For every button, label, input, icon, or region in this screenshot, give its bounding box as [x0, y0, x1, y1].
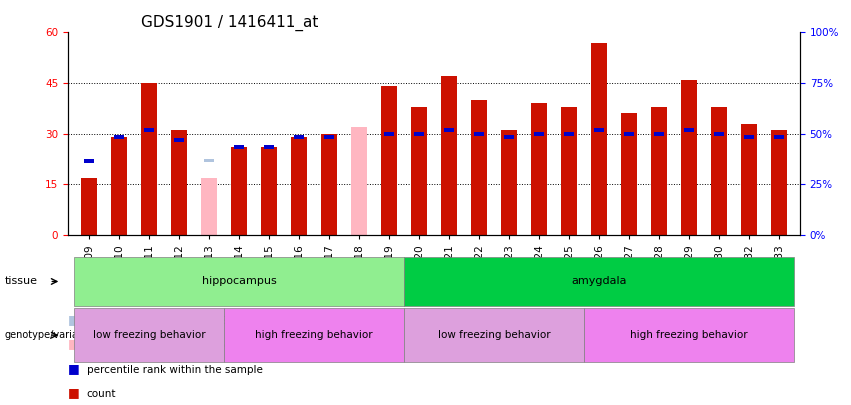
Text: ■: ■	[68, 313, 80, 326]
Bar	[744, 135, 754, 139]
Text: count: count	[87, 389, 117, 399]
Text: genotype/variation: genotype/variation	[4, 330, 97, 340]
Bar	[714, 132, 724, 136]
Bar	[504, 135, 514, 139]
Text: percentile rank within the sample: percentile rank within the sample	[87, 364, 263, 375]
Bar	[561, 107, 577, 235]
Bar	[624, 132, 634, 136]
Bar	[324, 135, 334, 139]
Bar	[474, 132, 484, 136]
Text: ■: ■	[68, 337, 80, 350]
Bar	[414, 132, 424, 136]
Bar	[171, 130, 187, 235]
Bar	[534, 132, 544, 136]
Text: amygdala: amygdala	[571, 277, 626, 286]
Bar	[351, 127, 368, 235]
Bar	[591, 43, 608, 235]
Text: rank, Detection Call = ABSENT: rank, Detection Call = ABSENT	[87, 316, 247, 326]
Text: hippocampus: hippocampus	[202, 277, 277, 286]
Bar	[203, 159, 214, 162]
Bar	[651, 107, 667, 235]
Text: high freezing behavior: high freezing behavior	[255, 330, 373, 340]
Bar	[444, 128, 454, 132]
Text: value, Detection Call = ABSENT: value, Detection Call = ABSENT	[87, 340, 252, 350]
Bar	[380, 86, 397, 235]
Bar	[231, 147, 248, 235]
Bar	[594, 128, 604, 132]
Bar	[291, 137, 307, 235]
Bar	[260, 147, 277, 235]
Text: low freezing behavior: low freezing behavior	[437, 330, 551, 340]
Bar	[711, 107, 728, 235]
Bar	[471, 100, 488, 235]
Bar	[140, 83, 157, 235]
Bar	[681, 80, 697, 235]
Bar	[441, 76, 457, 235]
Text: tissue: tissue	[4, 277, 37, 286]
Text: low freezing behavior: low freezing behavior	[93, 330, 205, 340]
Bar	[81, 177, 97, 235]
Text: ■: ■	[68, 362, 80, 375]
Bar	[264, 145, 274, 149]
Bar	[111, 137, 128, 235]
Bar	[234, 145, 244, 149]
Bar	[500, 130, 517, 235]
Bar	[174, 139, 184, 143]
Bar	[321, 134, 337, 235]
Bar	[114, 135, 124, 139]
Bar	[654, 132, 664, 136]
Text: ■: ■	[68, 386, 80, 399]
Bar	[201, 177, 217, 235]
Bar	[144, 128, 154, 132]
Bar	[384, 132, 394, 136]
Text: high freezing behavior: high freezing behavior	[630, 330, 748, 340]
Bar	[531, 103, 547, 235]
Bar	[564, 132, 574, 136]
Bar	[740, 124, 757, 235]
Bar	[774, 135, 784, 139]
Bar	[84, 159, 94, 163]
Text: GDS1901 / 1416411_at: GDS1901 / 1416411_at	[141, 15, 318, 31]
Bar	[771, 130, 787, 235]
Bar	[620, 113, 637, 235]
Bar	[684, 128, 694, 132]
Bar	[294, 135, 304, 139]
Bar	[411, 107, 427, 235]
